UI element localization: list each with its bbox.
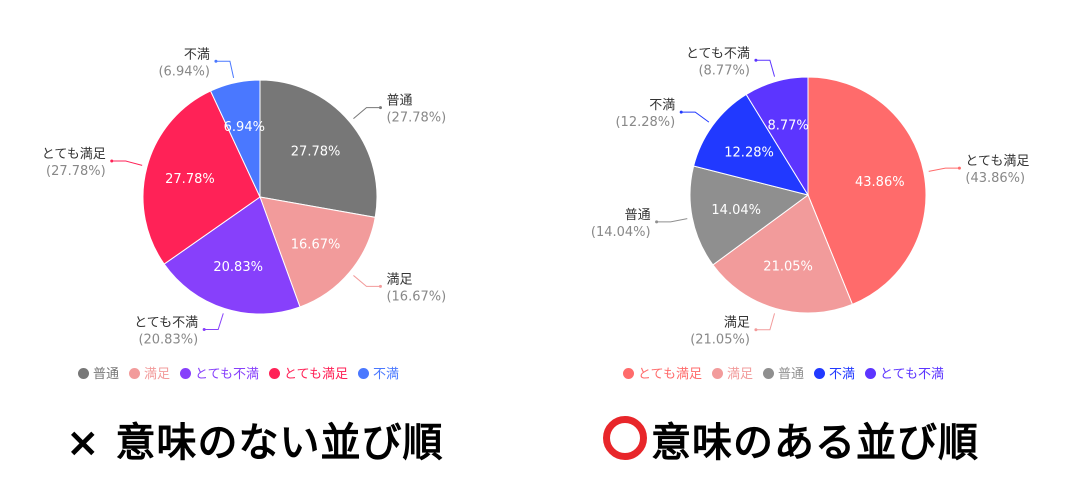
outer-label-name: 普通 (386, 94, 412, 109)
legend-dot-icon (623, 368, 634, 379)
legend-dot-icon (762, 368, 774, 379)
slice-label: 6.94% (224, 120, 265, 135)
pie-slice[interactable] (693, 93, 810, 196)
legend-dot-icon (78, 368, 89, 379)
leader-line (656, 218, 688, 223)
legend-item[interactable]: とても満足 (269, 363, 348, 382)
legend-item[interactable]: とても満足 (623, 363, 702, 382)
outer-label-percent: (21.05%) (690, 333, 750, 348)
leader-dot (754, 58, 758, 62)
leader-dot (655, 220, 659, 224)
legend-label: 満足 (144, 367, 171, 382)
outer-label-percent: (16.67%) (386, 289, 446, 304)
slice-label: 20.83% (213, 260, 263, 275)
outer-label-percent: (6.94%) (158, 64, 209, 79)
outer-label-percent: (43.86%) (965, 171, 1025, 186)
legend-item[interactable]: 不満 (814, 363, 855, 382)
legend-label: とても満足 (638, 367, 702, 382)
caption-left: × 意味のない並び順 (66, 420, 444, 466)
legend-dot-icon (180, 368, 192, 379)
pie-slice[interactable] (807, 76, 927, 305)
legend-label: とても不満 (195, 367, 259, 382)
legend-label: 普通 (93, 367, 120, 382)
leader-dot (378, 106, 382, 110)
slice-label: 27.78% (165, 172, 215, 187)
outer-label-name: 不満 (649, 98, 675, 113)
leader-dot (110, 159, 114, 163)
slice-label: 21.05% (763, 259, 813, 274)
legend-dot-icon (711, 368, 723, 379)
leader-dot (378, 284, 382, 288)
pie-slice[interactable] (712, 194, 854, 314)
pie-slice[interactable] (689, 165, 810, 266)
legend-left: 普通 満足 とても不満 とても満足 不満 (78, 363, 399, 382)
pie-slice[interactable] (259, 79, 378, 218)
outer-label-name: 満足 (386, 272, 412, 287)
leader-dot (957, 166, 961, 170)
leader-dot (679, 110, 683, 114)
pie-slice[interactable] (745, 76, 809, 197)
outer-label-percent: (20.83%) (138, 333, 198, 348)
leader-dot (754, 328, 758, 332)
slice-label: 8.77% (767, 119, 808, 134)
legend-label: 満足 (726, 367, 753, 382)
pie-slice[interactable] (259, 196, 376, 308)
legend-item[interactable]: 普通 (78, 363, 119, 382)
outer-label-percent: (27.78%) (386, 111, 446, 126)
leader-line (204, 313, 224, 331)
leader-line (681, 111, 710, 123)
outer-label-name: とても不満 (134, 316, 198, 331)
leader-line (111, 160, 143, 166)
legend-dot-icon (129, 368, 141, 379)
red-circle-icon (603, 416, 647, 460)
leader-line (353, 107, 381, 119)
slice-label: 16.67% (291, 238, 341, 253)
outer-label-percent: (14.04%) (591, 225, 651, 240)
leader-line (928, 167, 960, 172)
legend-item[interactable]: とても不満 (180, 363, 259, 382)
outer-label-name: とても満足 (965, 154, 1029, 169)
pie-1: 43.86% とても満足 (43.86%) 21.05% 満足 (21.05%) 14.04… (591, 46, 1029, 347)
legend-dot-icon (357, 368, 369, 379)
leader-line (215, 60, 235, 78)
legend-item[interactable]: 不満 (357, 363, 399, 382)
leader-line (353, 275, 381, 287)
legend-item[interactable]: 普通 (762, 363, 804, 382)
legend-label: 不満 (372, 367, 399, 382)
legend-item[interactable]: とても不満 (865, 363, 944, 382)
caption-right-text: 意味のある並び順 (651, 420, 979, 466)
pie-slice[interactable] (209, 79, 261, 198)
outer-label-name: 普通 (625, 208, 651, 223)
legend-item[interactable]: 満足 (129, 363, 170, 382)
outer-label-name: とても満足 (42, 147, 106, 162)
legend-item[interactable]: 満足 (711, 363, 753, 382)
outer-label-percent: (8.77%) (698, 63, 749, 78)
outer-label-name: とても不満 (686, 46, 750, 61)
legend-label: 不満 (829, 367, 856, 382)
pie-slice[interactable] (163, 196, 301, 315)
outer-label-percent: (12.28%) (615, 115, 675, 130)
outer-label-name: 不満 (184, 47, 210, 62)
legend-label: とても不満 (880, 367, 944, 382)
caption-right: 意味のある並び順 (603, 410, 979, 468)
legend-right: とても満足 満足 普通 不満 とても不満 (623, 363, 944, 382)
leader-dot (202, 328, 206, 332)
outer-label-percent: (27.78%) (46, 164, 106, 179)
legend-dot-icon (269, 368, 280, 379)
slice-label: 12.28% (724, 146, 774, 161)
pie-0: 27.78% 普通 (27.78%) 16.67% 満足 (16.67%) 20.83% とて… (42, 47, 446, 347)
slice-label: 14.04% (711, 203, 761, 218)
leader-line (755, 313, 776, 331)
outer-label-name: 満足 (724, 316, 750, 331)
slice-label: 43.86% (855, 175, 905, 190)
leader-line (755, 59, 776, 77)
legend-label: とても満足 (284, 367, 348, 382)
legend-dot-icon (814, 368, 825, 379)
legend-dot-icon (865, 368, 877, 379)
slice-label: 27.78% (291, 144, 341, 159)
leader-dot (214, 59, 218, 63)
legend-label: 普通 (777, 367, 804, 382)
